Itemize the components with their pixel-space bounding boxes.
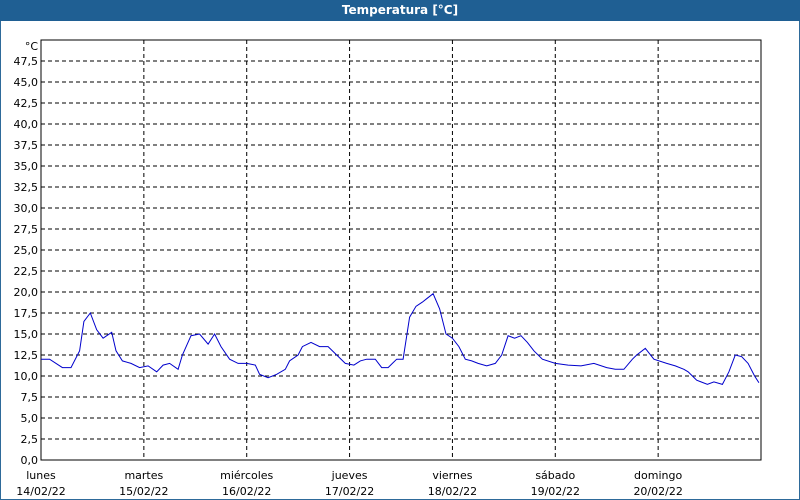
y-tick-label: 35,0 [14, 160, 39, 173]
y-tick-label: 47,5 [14, 55, 39, 68]
y-tick-label: 27,5 [14, 223, 39, 236]
y-tick-label: 22,5 [14, 265, 39, 278]
y-tick-label: 30,0 [14, 202, 39, 215]
x-tick-date: 15/02/22 [119, 485, 168, 498]
y-tick-label: 15,0 [14, 328, 39, 341]
temperature-chart: 0,0 2,5 5,0 7,5 10,0 12,5 15,0 17,5 20,0 22,5 25,0… [14, 39, 762, 498]
y-tick-label: 40,0 [14, 118, 39, 131]
y-tick-label: 45,0 [14, 76, 39, 89]
y-tick-labels: 0,0 2,5 5,0 7,5 10,0 12,5 15,0 17,5 20,0 22,5 25,0… [14, 55, 39, 467]
temperature-line [41, 292, 760, 385]
series-group [41, 292, 760, 385]
x-tick-day: domingo [634, 469, 682, 482]
window-title: Temperatura [°C] [0, 0, 800, 21]
x-tick-day: miércoles [220, 469, 273, 482]
x-tick-day: jueves [331, 469, 368, 482]
x-tick-date: 20/02/22 [633, 485, 682, 498]
y-tick-label: 7,5 [21, 391, 39, 404]
y-tick-label: 25,0 [14, 244, 39, 257]
y-tick-label: 12,5 [14, 349, 39, 362]
x-tick-date: 17/02/22 [325, 485, 374, 498]
y-tick-label: 42,5 [14, 97, 39, 110]
x-tick-day: martes [124, 469, 163, 482]
x-tick-date: 14/02/22 [16, 485, 65, 498]
grid-lines [41, 40, 761, 460]
x-tick-day: viernes [432, 469, 472, 482]
y-tick-label: 20,0 [14, 286, 39, 299]
y-tick-label: 0,0 [21, 454, 39, 467]
y-tick-label: 2,5 [21, 433, 39, 446]
x-tick-date: 16/02/22 [222, 485, 271, 498]
x-tick-date: 18/02/22 [428, 485, 477, 498]
x-tick-date: 19/02/22 [531, 485, 580, 498]
y-unit-label: °C [25, 40, 39, 53]
y-tick-label: 17,5 [14, 307, 39, 320]
x-tick-day: lunes [26, 469, 56, 482]
y-tick-label: 37,5 [14, 139, 39, 152]
y-tick-label: 32,5 [14, 181, 39, 194]
x-tick-labels: lunes 14/02/22 martes 15/02/22 miércoles 16/0… [16, 469, 683, 498]
x-tick-day: sábado [535, 469, 575, 482]
y-tick-label: 5,0 [21, 412, 39, 425]
y-tick-label: 10,0 [14, 370, 39, 383]
